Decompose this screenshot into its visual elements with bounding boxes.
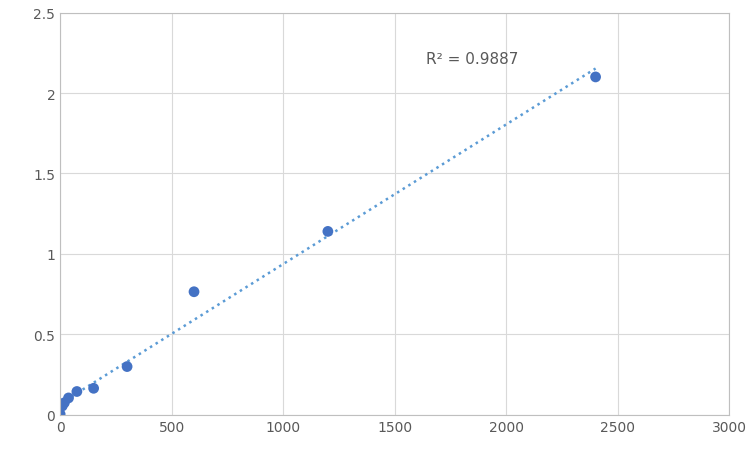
Point <box>121 363 133 370</box>
Point <box>188 289 200 296</box>
Point <box>590 74 602 81</box>
Point <box>54 411 66 418</box>
Point <box>87 385 99 392</box>
Point <box>71 388 83 395</box>
Point <box>56 402 68 410</box>
Point <box>322 228 334 235</box>
Text: R² = 0.9887: R² = 0.9887 <box>426 51 518 66</box>
Point <box>62 395 74 402</box>
Point <box>59 399 71 406</box>
